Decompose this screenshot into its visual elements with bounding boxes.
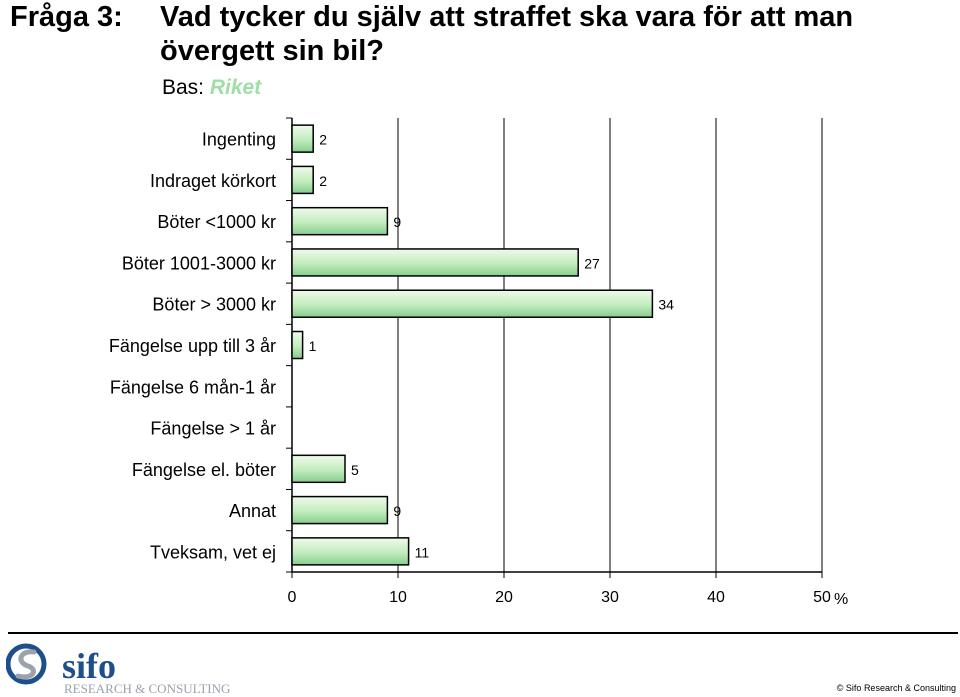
category-label: Fängelse el. böter xyxy=(132,460,276,480)
sifo-swirl-icon xyxy=(8,646,44,682)
sifo-logo-text: sifo xyxy=(62,646,116,686)
data-label: 2 xyxy=(319,132,327,148)
data-label: 11 xyxy=(415,544,430,560)
bar xyxy=(292,497,387,524)
bar xyxy=(292,332,303,359)
x-tick-label: 20 xyxy=(495,589,513,606)
bar xyxy=(292,125,313,152)
x-tick-label: 30 xyxy=(601,589,619,606)
category-label: Böter <1000 kr xyxy=(157,212,276,232)
bar xyxy=(292,249,578,276)
footer-rule xyxy=(8,632,958,634)
category-label: Böter 1001-3000 kr xyxy=(122,253,276,273)
bar-chart: 0 10 20 30 40 50 % Ingenting 2 Indraget körkort 2 B… xyxy=(0,0,960,630)
data-label: 9 xyxy=(393,503,401,519)
bar xyxy=(292,166,313,193)
category-label: Ingenting xyxy=(202,130,276,150)
x-tick-label: 50 xyxy=(813,589,831,606)
bar xyxy=(292,455,345,482)
bar xyxy=(292,208,387,235)
data-label: 34 xyxy=(658,297,674,313)
data-label: 9 xyxy=(393,214,401,230)
category-label: Fängelse 6 mån-1 år xyxy=(110,377,276,397)
sifo-logo: sifo RESEARCH & CONSULTING xyxy=(6,640,246,696)
data-label: 27 xyxy=(584,255,600,271)
sifo-logo-subtitle: RESEARCH & CONSULTING xyxy=(64,681,230,696)
data-label: 1 xyxy=(309,338,317,354)
data-label: 2 xyxy=(319,173,327,189)
x-axis-unit: % xyxy=(834,591,848,608)
x-tick-label: 10 xyxy=(389,589,407,606)
copyright-notice: © Sifo Research & Consulting xyxy=(837,683,956,693)
category-label: Fängelse > 1 år xyxy=(150,419,276,439)
category-label: Tveksam, vet ej xyxy=(150,542,276,562)
data-label: 5 xyxy=(351,462,359,478)
bar xyxy=(292,290,652,317)
x-tick-label: 40 xyxy=(707,589,725,606)
category-label: Annat xyxy=(229,501,276,521)
category-label: Fängelse upp till 3 år xyxy=(109,336,276,356)
bar xyxy=(292,538,409,565)
x-tick-label: 0 xyxy=(288,589,297,606)
category-label: Indraget körkort xyxy=(150,171,276,191)
category-label: Böter > 3000 kr xyxy=(152,295,276,315)
